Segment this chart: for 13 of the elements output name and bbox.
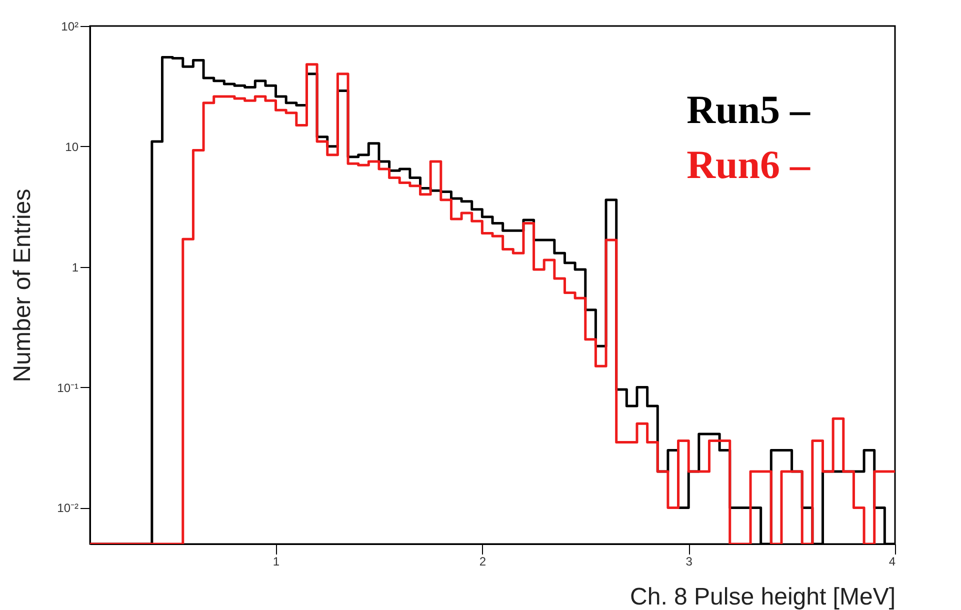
x-tick-label: 2	[479, 554, 486, 568]
y-tick-label: 10⁻¹	[57, 380, 79, 395]
x-tick-label: 3	[686, 554, 693, 568]
x-tick-label: 1	[272, 554, 280, 568]
x-tick-label: 4	[888, 554, 896, 568]
y-tick-label: 10⁻²	[57, 501, 79, 516]
text: Run5 –	[686, 87, 811, 132]
y-axis-title: Number of Entries	[9, 188, 36, 382]
y-tick-label: 10	[65, 140, 79, 154]
text: Run6 –	[686, 142, 811, 187]
y-tick-label: 10²	[61, 20, 79, 34]
x-axis-title: Ch. 8 Pulse height [MeV]	[630, 584, 896, 610]
y-tick-label: 1	[72, 260, 79, 274]
